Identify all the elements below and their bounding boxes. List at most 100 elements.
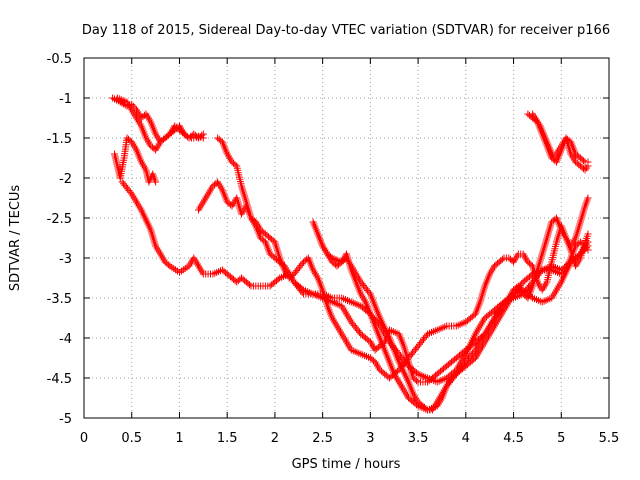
data-point (223, 198, 234, 209)
data-point (386, 334, 402, 364)
data-point (538, 295, 554, 306)
data-point (257, 226, 268, 237)
data-point (519, 250, 531, 264)
data-point (471, 332, 488, 354)
data-point (166, 127, 177, 138)
data-point (462, 355, 478, 370)
data-point (443, 372, 459, 390)
data-point (204, 184, 216, 198)
data-point (428, 400, 440, 414)
data-point (290, 278, 306, 293)
data-point (357, 290, 368, 304)
data-point (343, 254, 354, 268)
data-point (276, 254, 288, 272)
data-point (491, 299, 506, 314)
data-point (319, 242, 330, 256)
data-point (538, 236, 550, 258)
data-point (238, 274, 253, 289)
data-point (271, 238, 283, 260)
data-point (281, 266, 292, 280)
data-point (152, 140, 163, 154)
data-point (290, 260, 306, 278)
data-point (352, 278, 364, 296)
data-point (376, 366, 387, 377)
x-tick-label: 4.5 (503, 431, 524, 446)
data-point (137, 158, 149, 172)
data-point (481, 272, 493, 290)
y-tick-label: -2 (59, 172, 72, 187)
data-point (300, 255, 311, 266)
y-tick-label: -1 (59, 92, 72, 107)
data-point (152, 178, 160, 186)
y-tick-label: -4 (59, 332, 72, 347)
data-point (352, 270, 364, 284)
y-tick-label: -2.5 (47, 212, 72, 227)
data-point (214, 134, 225, 145)
data-point (390, 370, 402, 384)
series-track-2 (113, 94, 207, 154)
series-track-3 (111, 134, 160, 186)
data-point (223, 150, 235, 164)
data-point (476, 284, 488, 306)
data-point (395, 358, 412, 384)
data-point (366, 354, 377, 365)
data-point (180, 130, 191, 141)
data-point (567, 244, 579, 262)
data-point (381, 346, 393, 364)
data-point (133, 114, 144, 128)
data-point (347, 262, 359, 276)
data-point (471, 340, 488, 362)
data-point (548, 215, 559, 226)
data-point (481, 316, 497, 338)
data-point (381, 370, 392, 381)
y-tick-label: -3 (59, 252, 72, 267)
data-point (433, 323, 449, 334)
y-tick-label: -0.5 (47, 52, 72, 67)
data-point (285, 271, 296, 282)
y-tick-label: -1.5 (47, 132, 72, 147)
data-point (491, 259, 502, 270)
data-point (161, 258, 172, 269)
x-axis-label: GPS time / hours (292, 457, 401, 472)
data-point (195, 132, 205, 141)
data-point (481, 307, 497, 322)
data-point (433, 363, 449, 378)
data-point (452, 352, 469, 374)
x-tick-label: 1 (175, 431, 183, 446)
data-point (533, 252, 546, 274)
data-point (371, 302, 383, 320)
data-point (156, 250, 168, 264)
data-point (323, 250, 335, 261)
data-point (452, 347, 468, 362)
data-point (190, 254, 201, 268)
data-point (405, 378, 416, 396)
data-point (562, 134, 574, 156)
data-point (443, 367, 459, 382)
data-point (137, 111, 148, 122)
data-point (309, 218, 321, 236)
data-point (567, 138, 579, 156)
data-point (185, 134, 195, 142)
axis-ticks (83, 57, 610, 419)
series-track-6 (214, 134, 592, 382)
data-point (156, 135, 167, 146)
data-point (529, 267, 544, 278)
data-point (209, 179, 220, 190)
data-point (386, 326, 401, 337)
data-point (347, 318, 363, 336)
y-tick-labels: -0.5 -1 -1.5 -2 -2.5 -3 -3.5 -4 -4.5 -5 (47, 52, 72, 427)
data-point (171, 123, 182, 134)
x-tick-label: 2 (271, 431, 279, 446)
data-point (118, 178, 134, 196)
data-point (576, 204, 588, 226)
data-point (486, 264, 497, 278)
x-tick-label: 5.5 (599, 431, 620, 446)
x-tick-label: 5 (557, 431, 565, 446)
y-tick-label: -4.5 (47, 372, 72, 387)
data-point (584, 162, 592, 170)
data-point (166, 262, 181, 275)
data-series (109, 94, 592, 414)
data-point (376, 314, 392, 340)
data-point (581, 164, 591, 174)
